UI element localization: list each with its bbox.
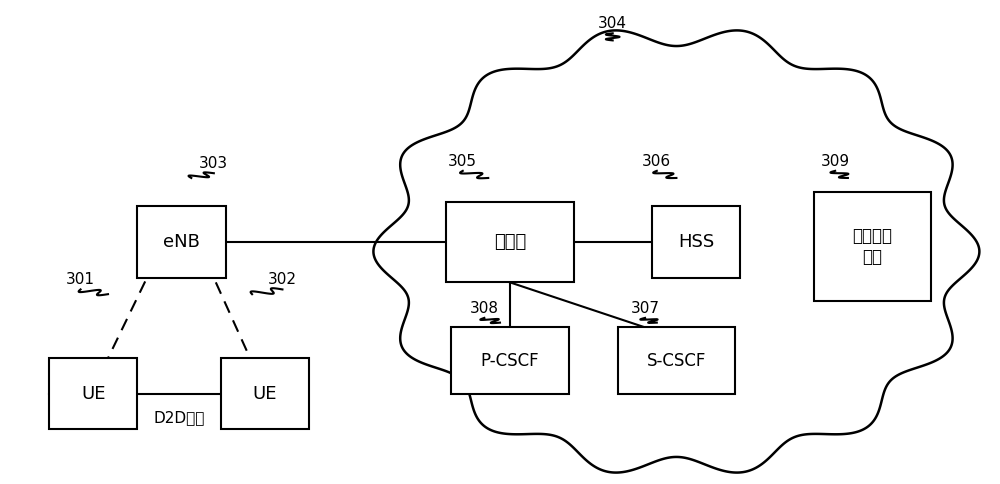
Text: 307: 307	[631, 301, 660, 316]
Text: 邻近服务
功能: 邻近服务 功能	[852, 227, 892, 266]
Text: S-CSCF: S-CSCF	[647, 351, 706, 370]
FancyBboxPatch shape	[618, 327, 735, 394]
Text: UE: UE	[81, 385, 106, 403]
Text: 301: 301	[66, 272, 95, 287]
Text: 308: 308	[470, 301, 499, 316]
FancyBboxPatch shape	[451, 327, 569, 394]
Text: 302: 302	[268, 272, 297, 287]
Text: 304: 304	[598, 16, 627, 31]
Text: 309: 309	[821, 154, 850, 169]
Text: D2D通信: D2D通信	[154, 410, 205, 425]
Text: 306: 306	[642, 154, 671, 169]
Text: 305: 305	[448, 154, 477, 169]
FancyBboxPatch shape	[49, 358, 137, 429]
FancyBboxPatch shape	[446, 202, 574, 282]
Text: 服务器: 服务器	[494, 233, 526, 251]
FancyBboxPatch shape	[137, 206, 226, 277]
Text: 303: 303	[199, 156, 228, 171]
FancyBboxPatch shape	[814, 192, 931, 301]
Text: HSS: HSS	[678, 233, 714, 251]
Polygon shape	[373, 30, 979, 472]
FancyBboxPatch shape	[221, 358, 309, 429]
FancyBboxPatch shape	[652, 206, 740, 277]
Text: UE: UE	[253, 385, 277, 403]
Text: P-CSCF: P-CSCF	[480, 351, 539, 370]
Text: eNB: eNB	[163, 233, 200, 251]
